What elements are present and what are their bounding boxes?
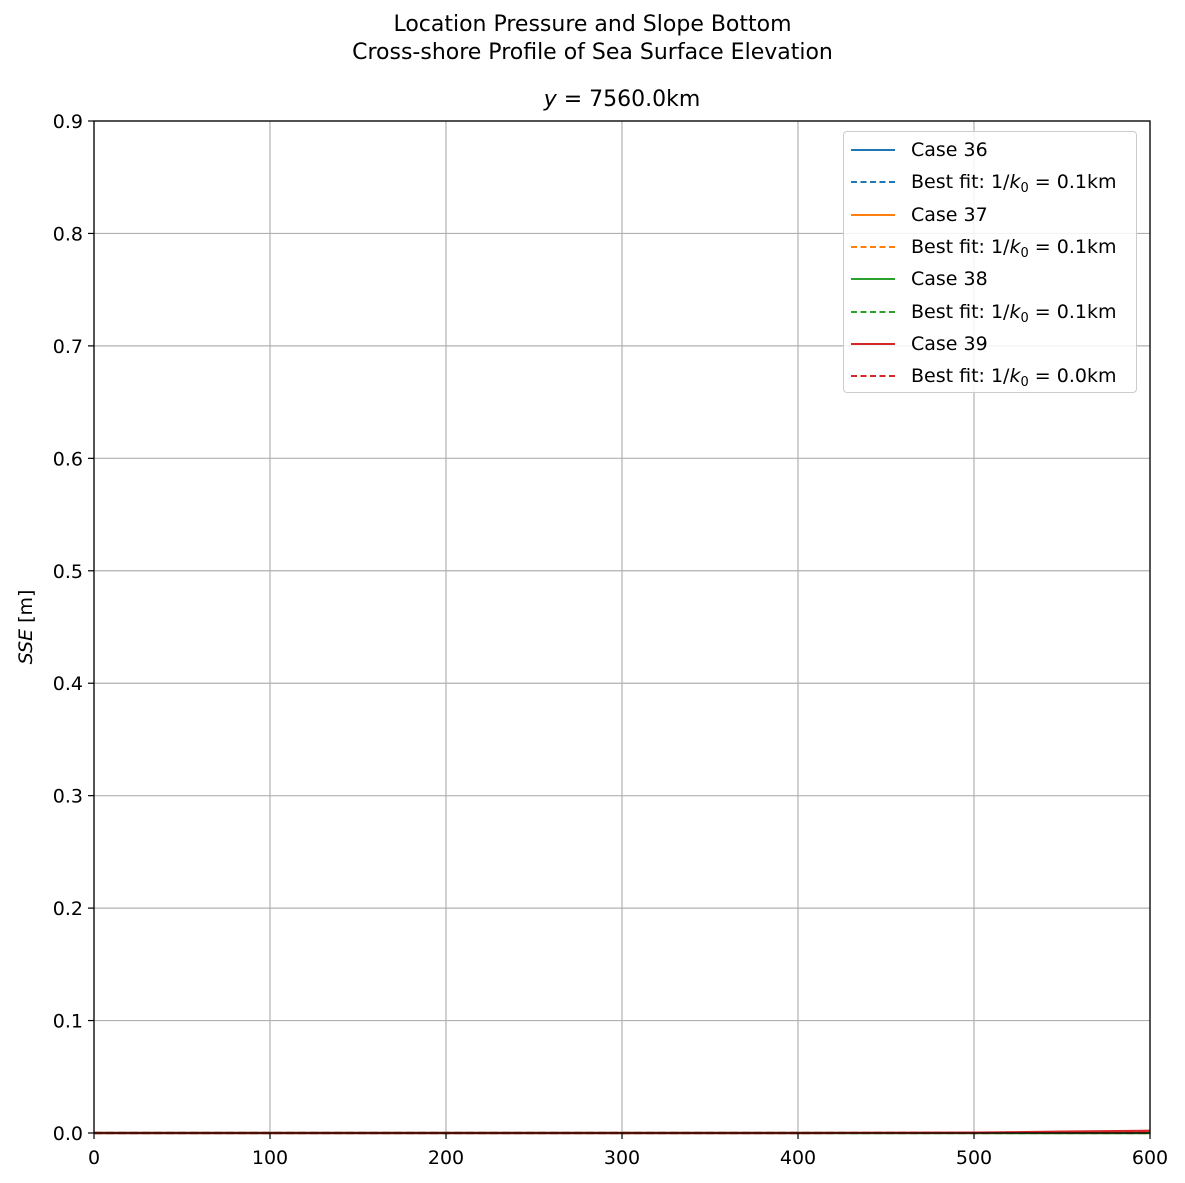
y-tick-label: 0.5 [53, 561, 83, 583]
legend-label: Best fit: 1/k0 = 0.1km [911, 300, 1117, 326]
y-tick-label: 0.7 [53, 336, 83, 358]
x-tick-label: 100 [252, 1147, 288, 1169]
x-tick-label: 200 [428, 1147, 464, 1169]
suptitle-line-2: Cross-shore Profile of Sea Surface Eleva… [352, 40, 833, 65]
legend-entry: Case 36 [844, 137, 1136, 163]
legend-entry: Case 37 [844, 202, 1136, 228]
legend-label: Best fit: 1/k0 = 0.1km [911, 171, 1117, 197]
y-tick-label: 0.4 [53, 673, 83, 695]
y-tick-label: 0.9 [53, 111, 83, 133]
legend-line-swatch [851, 310, 895, 313]
legend-label: Case 37 [911, 203, 988, 226]
legend-line-swatch [851, 278, 895, 281]
x-tick-label: 600 [1132, 1147, 1168, 1169]
x-tick-label: 400 [780, 1147, 816, 1169]
legend-entry: Best fit: 1/k0 = 0.1km [844, 234, 1136, 261]
legend: Case 36 Best fit: 1/k0 = 0.1km Case 37 Best… [843, 131, 1137, 393]
legend-line-swatch [851, 213, 895, 216]
legend-line-swatch [851, 149, 895, 151]
legend-line-swatch [851, 375, 895, 378]
x-tick-label: 300 [604, 1147, 640, 1169]
legend-line-swatch [851, 245, 895, 248]
x-tick-label: 500 [956, 1147, 992, 1169]
legend-entry: Best fit: 1/k0 = 0.0km [844, 363, 1136, 390]
legend-label: Best fit: 1/k0 = 0.0km [911, 365, 1117, 391]
x-tick-label: 0 [88, 1147, 100, 1169]
legend-label: Case 39 [911, 332, 988, 355]
y-tick-label: 0.6 [53, 448, 83, 470]
legend-entry: Best fit: 1/k0 = 0.1km [844, 169, 1136, 196]
legend-line-swatch [851, 181, 895, 184]
legend-label: Case 38 [911, 268, 988, 291]
legend-entry: Case 39 [844, 331, 1136, 357]
legend-label: Case 36 [911, 139, 988, 161]
y-tick-label: 0.0 [53, 1123, 83, 1145]
tick-layer: 0 100 200 300 400 500 600 0.0 0.1 0.2 0.3 0.4 0.5 0.6… [53, 111, 1168, 1169]
y-tick-label: 0.3 [53, 786, 83, 808]
y-tick-label: 0.1 [53, 1011, 83, 1033]
suptitle-line-1: Location Pressure and Slope Bottom [393, 12, 792, 37]
legend-entry: Case 38 [844, 266, 1136, 292]
legend-entry: Best fit: 1/k0 = 0.1km [844, 299, 1136, 326]
legend-label: Best fit: 1/k0 = 0.1km [911, 235, 1117, 261]
y-tick-label: 0.8 [53, 223, 83, 245]
y-tick-label: 0.2 [53, 898, 83, 920]
legend-line-swatch [851, 342, 895, 345]
axes-title-variable: y [543, 87, 557, 112]
axes-title-value: = 7560.0km [563, 87, 701, 112]
axes-title: y = 7560.0km [94, 86, 1150, 114]
